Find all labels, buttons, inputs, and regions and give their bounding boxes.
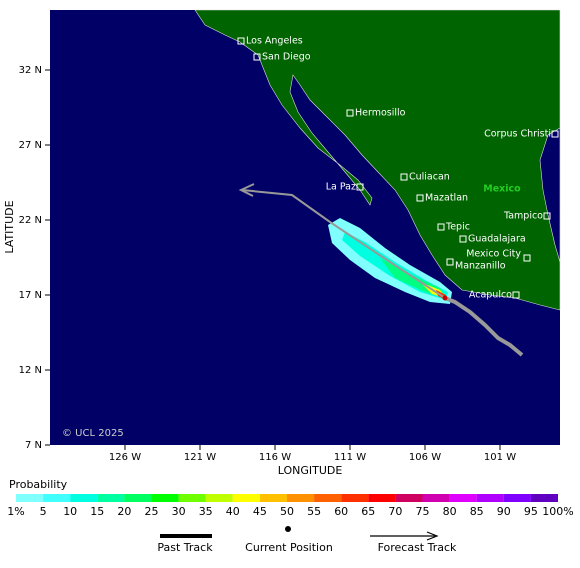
colorbar-swatch (503, 494, 531, 502)
colorbar-label: 90 (497, 505, 511, 518)
colorbar-swatch (530, 494, 558, 502)
colorbar-label: 65 (361, 505, 375, 518)
city-label: Culiacan (409, 172, 450, 183)
x-tick-label: 116 W (259, 452, 291, 463)
colorbar-title: Probability (9, 478, 68, 491)
y-tick-label: 32 N (19, 65, 42, 76)
city-marker (543, 212, 551, 220)
colorbar-label: 40 (226, 505, 240, 518)
city-label: Hermosillo (355, 108, 406, 119)
city-marker (437, 223, 445, 231)
city-marker (512, 291, 520, 299)
city-marker (551, 130, 559, 138)
credit: © UCL 2025 (62, 428, 124, 439)
colorbar-swatch (178, 494, 206, 502)
city-label: Mazatlan (425, 193, 468, 204)
land (194, 9, 561, 311)
colorbar-label: 100% (542, 505, 573, 518)
colorbar-swatch (259, 494, 287, 502)
x-tick-label: 106 W (409, 452, 441, 463)
city-marker (416, 194, 424, 202)
colorbar-swatch (205, 494, 233, 502)
colorbar-label: 5 (40, 505, 47, 518)
y-tick-label: 22 N (19, 215, 42, 226)
colorbar-swatch (476, 494, 504, 502)
y-tick-label: 12 N (19, 365, 42, 376)
colorbar-swatch (368, 494, 396, 502)
x-tick-label: 111 W (334, 452, 366, 463)
colorbar-label: 45 (253, 505, 267, 518)
colorbar-swatch (232, 494, 260, 502)
colorbar-label: 20 (117, 505, 131, 518)
city-marker (523, 254, 531, 262)
city-marker (446, 258, 454, 266)
city-label: Tepic (445, 222, 470, 233)
colorbar-swatch (422, 494, 450, 502)
past-track (444, 296, 524, 357)
colorbar-label: 1% (7, 505, 24, 518)
colorbar-label: 35 (199, 505, 213, 518)
y-tick-label: 17 N (19, 290, 42, 301)
city-label: Manzanillo (455, 261, 506, 272)
city-marker (237, 37, 245, 45)
legend-entry: Past Track (157, 541, 213, 554)
city-label: Guadalajara (468, 234, 526, 245)
current-position-key (285, 526, 291, 532)
x-axis-label: LONGITUDE (278, 464, 343, 477)
colorbar-swatch (70, 494, 98, 502)
colorbar-swatch (449, 494, 477, 502)
colorbar-swatch (314, 494, 342, 502)
current-position (442, 295, 448, 301)
colorbar-label: 85 (470, 505, 484, 518)
colorbar-label: 95 (524, 505, 538, 518)
city-marker (356, 183, 364, 191)
city-label: Acapulco (469, 290, 512, 301)
colorbar-label: 30 (172, 505, 186, 518)
x-tick-label: 126 W (109, 452, 141, 463)
colorbar-label: 15 (90, 505, 104, 518)
city-marker (346, 109, 354, 117)
y-axis-label: LATITUDE (3, 200, 16, 253)
colorbar-swatch (395, 494, 423, 502)
forecast-track (241, 189, 446, 299)
city-label: Tampico (503, 211, 543, 222)
colorbar-swatch (43, 494, 71, 502)
city-marker (400, 173, 408, 181)
y-tick-label: 7 N (25, 440, 42, 451)
colorbar-label: 10 (63, 505, 77, 518)
colorbar-label: 55 (307, 505, 321, 518)
city-marker (459, 235, 467, 243)
x-tick-label: 101 W (484, 452, 516, 463)
city-label: Corpus Christi (484, 129, 551, 140)
city-label: San Diego (262, 52, 311, 63)
city-label: Los Angeles (246, 36, 303, 47)
gulf-of-mexico (539, 127, 561, 263)
legend-entry: Current Position (245, 541, 333, 554)
colorbar-label: 75 (416, 505, 430, 518)
city-label: La Paz (326, 182, 356, 193)
colorbar-label: 25 (145, 505, 159, 518)
city-marker (253, 53, 261, 61)
colorbar-swatch (287, 494, 315, 502)
x-tick-label: 121 W (184, 452, 216, 463)
country-label: Mexico (483, 184, 521, 195)
colorbar-swatch (341, 494, 369, 502)
forecast-arrowhead (238, 183, 255, 197)
colorbar-label: 70 (388, 505, 402, 518)
city-label: Mexico City (466, 249, 521, 260)
y-tick-label: 27 N (19, 140, 42, 151)
legend-entry: Forecast Track (378, 541, 457, 554)
colorbar-label: 80 (443, 505, 457, 518)
colorbar-swatch (124, 494, 152, 502)
forecast-track-key-arrow (426, 531, 439, 541)
colorbar-label: 60 (334, 505, 348, 518)
colorbar-swatch (97, 494, 125, 502)
colorbar-swatch (16, 494, 44, 502)
colorbar-swatch (151, 494, 179, 502)
colorbar-label: 50 (280, 505, 294, 518)
